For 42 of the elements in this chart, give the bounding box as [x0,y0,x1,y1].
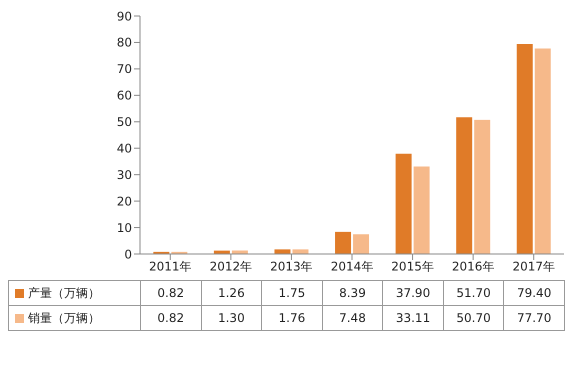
y-tick-label: 20 [116,194,132,208]
y-tick-label: 40 [116,141,132,156]
data-label: 1.75 [262,280,322,306]
bar [335,232,352,254]
data-label: 1.30 [201,306,262,330]
x-tick-label: 2011年 [149,260,192,274]
y-tick-label: 70 [116,62,132,76]
y-tick-label: 80 [116,36,132,50]
bar [456,117,472,254]
legend-label: 产量（万辆） [28,286,100,300]
y-tick-label: 60 [116,88,132,103]
y-tick-label: 10 [116,220,132,235]
x-tick-label: 2012年 [210,260,252,274]
x-tick-label: 2017年 [512,260,555,274]
x-tick-label: 2013年 [270,260,313,274]
data-label: 0.82 [140,306,202,330]
legend-label: 销量（万辆） [28,310,100,324]
data-label: 51.70 [443,280,504,306]
bar [396,154,412,254]
data-label: 1.76 [262,306,322,330]
data-label: 0.82 [140,280,202,306]
y-tick-label: 50 [116,115,132,130]
y-tick-label: 90 [116,9,132,24]
data-label: 1.26 [201,280,262,306]
x-tick-label: 2016年 [452,260,494,274]
y-tick-label: 30 [116,168,132,182]
y-tick-label: 0 [124,247,132,262]
data-label: 7.48 [322,306,383,330]
data-label: 33.11 [382,306,444,330]
x-tick-label: 2015年 [391,260,434,274]
data-label: 8.39 [322,280,383,306]
bar [414,166,430,254]
x-tick-label: 2014年 [330,260,374,274]
data-label: 79.40 [504,280,564,306]
bar [516,44,533,254]
bar [534,48,551,254]
data-label: 77.70 [504,306,564,330]
bar [353,234,370,254]
data-label: 37.90 [382,280,444,306]
bar [214,250,230,254]
bar [474,120,490,254]
data-label: 50.70 [443,306,504,330]
